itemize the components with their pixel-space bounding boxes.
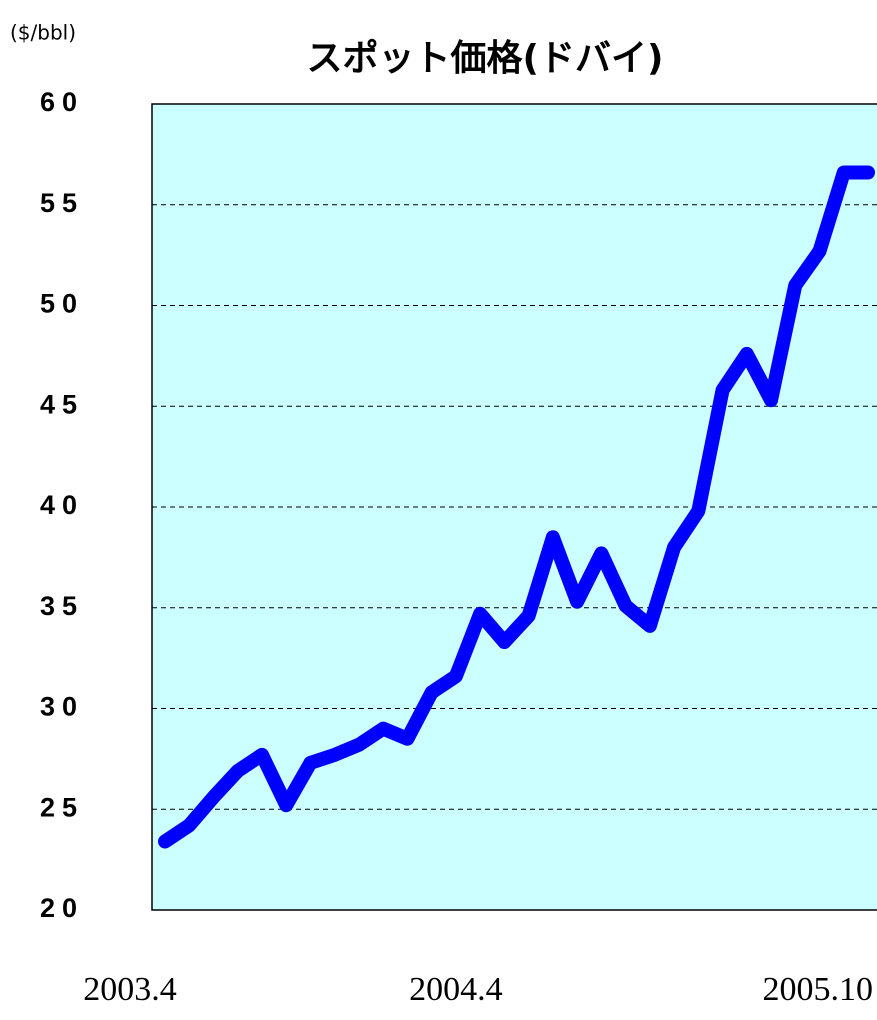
y-axis-label: ($/bbl): [10, 21, 76, 45]
y-tick-label: 20: [40, 893, 84, 923]
y-tick-label: 40: [40, 490, 84, 520]
y-tick-label: 30: [40, 692, 84, 722]
y-tick-label: 60: [40, 87, 84, 117]
y-tick-label: 25: [40, 792, 84, 822]
y-tick-label: 35: [40, 591, 84, 621]
y-tick-label: 50: [40, 289, 84, 319]
y-tick-label: 45: [40, 389, 84, 419]
data-line: [158, 165, 875, 849]
x-tick-label: 2005.10: [763, 971, 874, 1008]
x-tick-label: 2003.4: [83, 971, 177, 1008]
y-tick-label: 55: [40, 188, 84, 218]
chart-title: スポット価格(ドバイ): [307, 37, 664, 79]
x-tick-label: 2004.4: [409, 971, 503, 1008]
